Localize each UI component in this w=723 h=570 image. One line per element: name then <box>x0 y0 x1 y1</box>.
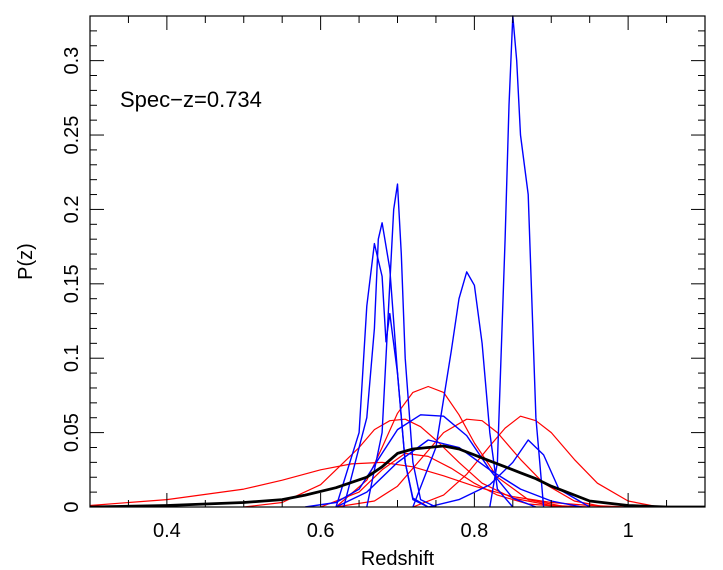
y-tick-label: 0 <box>61 501 83 512</box>
x-tick-label: 0.8 <box>460 520 488 542</box>
x-tick-label: 0.4 <box>153 520 181 542</box>
blue-pdf-curve-14 <box>428 439 591 507</box>
blue-pdf-curve-13 <box>335 439 583 507</box>
blue-pdf-curve-12 <box>305 414 537 507</box>
y-tick-label: 0.1 <box>61 344 83 372</box>
y-axis-title: P(z) <box>15 243 37 280</box>
red-pdf-curve-5 <box>412 415 660 507</box>
spec-z-annotation: Spec−z=0.734 <box>120 87 262 112</box>
x-axis-title: Redshift <box>361 548 435 570</box>
y-tick-label: 0.05 <box>61 413 83 452</box>
blue-pdf-curve-11 <box>489 15 545 507</box>
y-tick-label: 0.3 <box>61 47 83 75</box>
blue-pdf-curve-8 <box>343 222 429 507</box>
x-tick-label: 1 <box>623 520 634 542</box>
blue-pdf-curve-9 <box>366 183 437 507</box>
red-pdf-curve-3 <box>335 385 567 507</box>
x-tick-label: 0.6 <box>307 520 335 542</box>
y-tick-label: 0.25 <box>61 116 83 155</box>
ticks-layer: 0.4 0.6 0.8 1 0 0.05 0.1 0.15 0.2 0.25 0.3 <box>61 15 706 542</box>
red-pdf-curve-1 <box>90 461 705 507</box>
y-tick-label: 0.15 <box>61 264 83 303</box>
red-pdf-curve-6 <box>320 452 567 507</box>
black-pdf-curve-15 <box>90 444 705 507</box>
red-pdf-curve-2 <box>243 418 590 507</box>
y-tick-label: 0.2 <box>61 196 83 224</box>
blue-pdf-curve-10 <box>412 271 514 507</box>
curves-layer <box>90 15 705 507</box>
